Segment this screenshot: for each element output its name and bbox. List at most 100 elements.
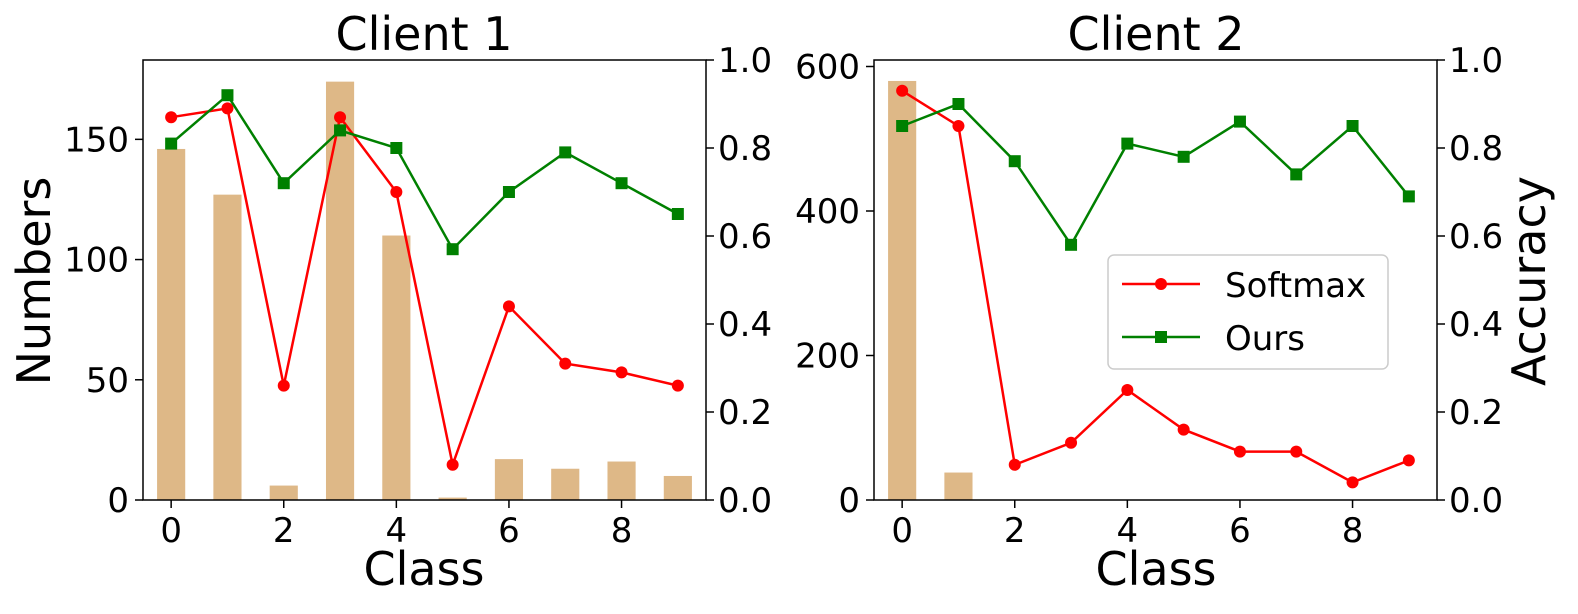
y2-tick-label-client-1-0.8: 0.8 xyxy=(718,129,772,169)
point-ours-client-2-class-8 xyxy=(1346,120,1359,132)
x-tick-label-client-2-8: 8 xyxy=(1342,511,1364,551)
chart-client-2: Client 2 Class Accuracy 0 2 4 6 8 0 200 400 600 0… xyxy=(795,7,1556,596)
point-softmax-client-2-class-5 xyxy=(1177,423,1190,436)
chart-client-1: Client 1 Class Numbers 0 2 4 6 8 0 50 100 150 0.0… xyxy=(7,7,772,596)
point-softmax-client-2-class-7 xyxy=(1290,445,1303,458)
point-softmax-client-1-class-0 xyxy=(165,111,178,124)
y2-tick-label-client-1-0.6: 0.6 xyxy=(718,217,772,257)
y-tick-label-client-2-0: 0 xyxy=(838,481,860,521)
x-axis-label-client-1: Class xyxy=(363,542,484,596)
plot-frame-client-2 xyxy=(873,59,1438,501)
point-softmax-client-1-class-5 xyxy=(446,458,459,471)
x-tick-label-client-1-2: 2 xyxy=(273,511,295,551)
point-softmax-client-2-class-2 xyxy=(1008,458,1021,471)
point-ours-client-2-class-4 xyxy=(1121,137,1134,150)
y-axis-label-numbers: Numbers xyxy=(7,177,61,386)
point-softmax-client-2-class-0 xyxy=(896,84,909,97)
legend-ours-marker xyxy=(1155,331,1167,343)
bar-client-1-class-3 xyxy=(325,81,355,500)
point-softmax-client-1-class-6 xyxy=(502,300,515,313)
plot-frame-client-1 xyxy=(142,59,707,501)
x-axis-label-client-2: Class xyxy=(1095,542,1216,596)
line-softmax-client-2 xyxy=(901,89,1410,484)
point-ours-client-2-class-1 xyxy=(952,98,965,110)
legend: Softmax Ours xyxy=(1107,254,1389,370)
point-softmax-client-1-class-3 xyxy=(334,111,347,124)
point-ours-client-2-class-2 xyxy=(1008,155,1021,168)
x-tick-label-client-2-2: 2 xyxy=(1004,511,1026,551)
point-ours-client-1-class-9 xyxy=(671,208,684,220)
point-ours-client-1-class-3 xyxy=(334,124,347,137)
point-ours-client-1-class-1 xyxy=(221,89,234,102)
point-ours-client-2-class-0 xyxy=(896,120,909,132)
point-softmax-client-1-class-9 xyxy=(671,379,684,392)
point-softmax-client-1-class-4 xyxy=(390,186,403,198)
x-tick-label-client-2-6: 6 xyxy=(1229,511,1251,551)
y2-tick-label-client-1-0.0: 0.0 xyxy=(718,481,772,521)
y-tick-label-client-1-100: 100 xyxy=(64,241,129,281)
y2-axis-label-accuracy: Accuracy xyxy=(1502,176,1556,386)
point-softmax-client-1-class-2 xyxy=(277,379,290,392)
point-ours-client-1-class-4 xyxy=(390,142,403,154)
bar-client-1-class-4 xyxy=(382,235,411,501)
y-tick-label-client-2-600: 600 xyxy=(795,48,860,88)
y2-tick-label-client-2-0.0: 0.0 xyxy=(1449,481,1503,521)
y2-tick-label-client-1-1.0: 1.0 xyxy=(718,41,772,81)
chart-title-client-1: Client 1 xyxy=(335,7,512,61)
x-tick-label-client-1-0: 0 xyxy=(160,511,182,551)
y-tick-label-client-1-50: 50 xyxy=(86,361,129,401)
bar-client-1-class-1 xyxy=(213,194,242,500)
bar-client-1-class-2 xyxy=(269,485,298,500)
x-tick-label-client-2-0: 0 xyxy=(891,511,913,551)
point-softmax-client-1-class-8 xyxy=(615,366,628,379)
line-softmax-client-1 xyxy=(170,106,679,470)
x-tick-label-client-1-8: 8 xyxy=(611,511,633,551)
bar-client-2-class-1 xyxy=(944,472,973,500)
legend-softmax-label: Softmax xyxy=(1225,266,1366,306)
y2-tick-label-client-1-0.4: 0.4 xyxy=(718,305,772,345)
chart-title-client-2: Client 2 xyxy=(1067,7,1244,61)
x-tick-label-client-1-6: 6 xyxy=(498,511,520,551)
point-ours-client-1-class-2 xyxy=(277,177,290,190)
point-softmax-client-2-class-4 xyxy=(1121,384,1134,396)
point-ours-client-1-class-7 xyxy=(559,146,572,159)
x-tick-label-client-2-4: 4 xyxy=(1117,511,1139,551)
y-tick-label-client-2-400: 400 xyxy=(795,192,860,232)
x-tick-label-client-1-4: 4 xyxy=(386,511,408,551)
legend-ours-label: Ours xyxy=(1225,319,1305,359)
bar-client-1-class-6 xyxy=(494,459,524,500)
y2-tick-label-client-2-0.2: 0.2 xyxy=(1449,393,1503,433)
point-ours-client-1-class-8 xyxy=(615,177,628,190)
bar-client-1-class-7 xyxy=(551,468,580,500)
y-tick-label-client-1-0: 0 xyxy=(107,481,129,521)
y2-tick-label-client-2-0.6: 0.6 xyxy=(1449,217,1503,257)
point-ours-client-2-class-5 xyxy=(1177,150,1190,163)
bar-client-2-class-0 xyxy=(888,80,917,500)
bar-client-1-class-0 xyxy=(157,148,186,501)
y2-tick-label-client-2-0.4: 0.4 xyxy=(1449,305,1503,345)
point-ours-client-2-class-3 xyxy=(1065,238,1078,251)
point-softmax-client-2-class-6 xyxy=(1233,445,1246,458)
y2-tick-label-client-1-0.2: 0.2 xyxy=(718,393,772,433)
bar-client-1-class-9 xyxy=(663,475,692,500)
point-ours-client-2-class-7 xyxy=(1290,168,1303,181)
line-ours-client-1 xyxy=(170,93,679,252)
y-tick-label-client-2-200: 200 xyxy=(795,337,860,377)
point-softmax-client-2-class-9 xyxy=(1402,454,1415,467)
point-ours-client-1-class-6 xyxy=(502,186,515,198)
legend-softmax-marker xyxy=(1155,278,1167,290)
line-ours-client-2 xyxy=(901,102,1410,248)
bar-client-1-class-5 xyxy=(438,497,467,500)
point-ours-client-1-class-5 xyxy=(446,243,459,256)
point-softmax-client-2-class-3 xyxy=(1065,436,1078,449)
y2-tick-label-client-2-0.8: 0.8 xyxy=(1449,129,1503,169)
point-ours-client-1-class-0 xyxy=(165,137,178,150)
y2-tick-label-client-2-1.0: 1.0 xyxy=(1449,41,1503,81)
point-ours-client-2-class-9 xyxy=(1402,190,1415,203)
point-softmax-client-1-class-7 xyxy=(559,357,572,370)
point-softmax-client-1-class-1 xyxy=(221,102,234,115)
point-softmax-client-2-class-1 xyxy=(952,120,965,132)
point-ours-client-2-class-6 xyxy=(1233,115,1246,128)
bar-client-1-class-8 xyxy=(607,461,636,500)
